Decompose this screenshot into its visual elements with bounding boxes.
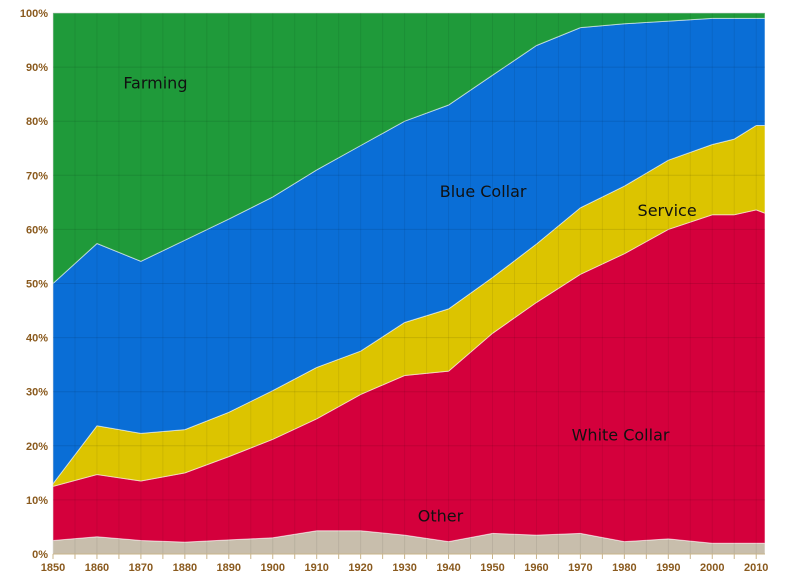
y-tick-label: 60%: [26, 224, 48, 236]
y-tick-label: 100%: [20, 8, 48, 20]
y-tick-label: 50%: [26, 279, 48, 291]
y-tick-label: 20%: [26, 441, 48, 453]
x-tick-label: 1910: [304, 562, 328, 574]
x-tick-label: 1870: [129, 562, 153, 574]
series-label-white-collar: White Collar: [572, 425, 670, 444]
x-tick-label: 2010: [744, 562, 768, 574]
x-tick-label: 1980: [612, 562, 636, 574]
axis-layer: 1850 1860 1870 1880 1890 1900 1910 1920 1930 1940…: [20, 8, 769, 574]
x-tick-label: 1850: [41, 562, 65, 574]
series-label-other: Other: [418, 507, 464, 526]
y-tick-label: 70%: [26, 170, 48, 182]
area-farming: [52, 12, 766, 285]
y-tick-label: 30%: [26, 387, 48, 399]
x-tick-label: 1880: [173, 562, 197, 574]
y-tick-label: 0%: [32, 549, 48, 561]
area-layer: [52, 12, 766, 555]
y-tick-label: 80%: [26, 116, 48, 128]
grid-layer: [52, 12, 765, 555]
x-tick-label: 1930: [392, 562, 416, 574]
x-tick-label: 1890: [217, 562, 241, 574]
x-tick-label: 1960: [524, 562, 548, 574]
x-tick-label: 1920: [348, 562, 372, 574]
x-tick-label: 2000: [700, 562, 724, 574]
x-tick-label: 1940: [436, 562, 460, 574]
y-tick-label: 10%: [26, 495, 48, 507]
x-tick-label: 1970: [568, 562, 592, 574]
series-label-layer: Farming Blue Collar Service White Collar Oth…: [123, 74, 696, 526]
y-tick-label: 90%: [26, 62, 48, 74]
series-label-farming: Farming: [123, 74, 187, 93]
series-label-service: Service: [638, 201, 697, 220]
x-tick-label: 1990: [656, 562, 680, 574]
x-tick-label: 1860: [85, 562, 109, 574]
x-tick-label: 1900: [261, 562, 285, 574]
x-tick-label: 1950: [480, 562, 504, 574]
y-tick-label: 40%: [26, 333, 48, 345]
series-label-blue-collar: Blue Collar: [440, 182, 527, 201]
